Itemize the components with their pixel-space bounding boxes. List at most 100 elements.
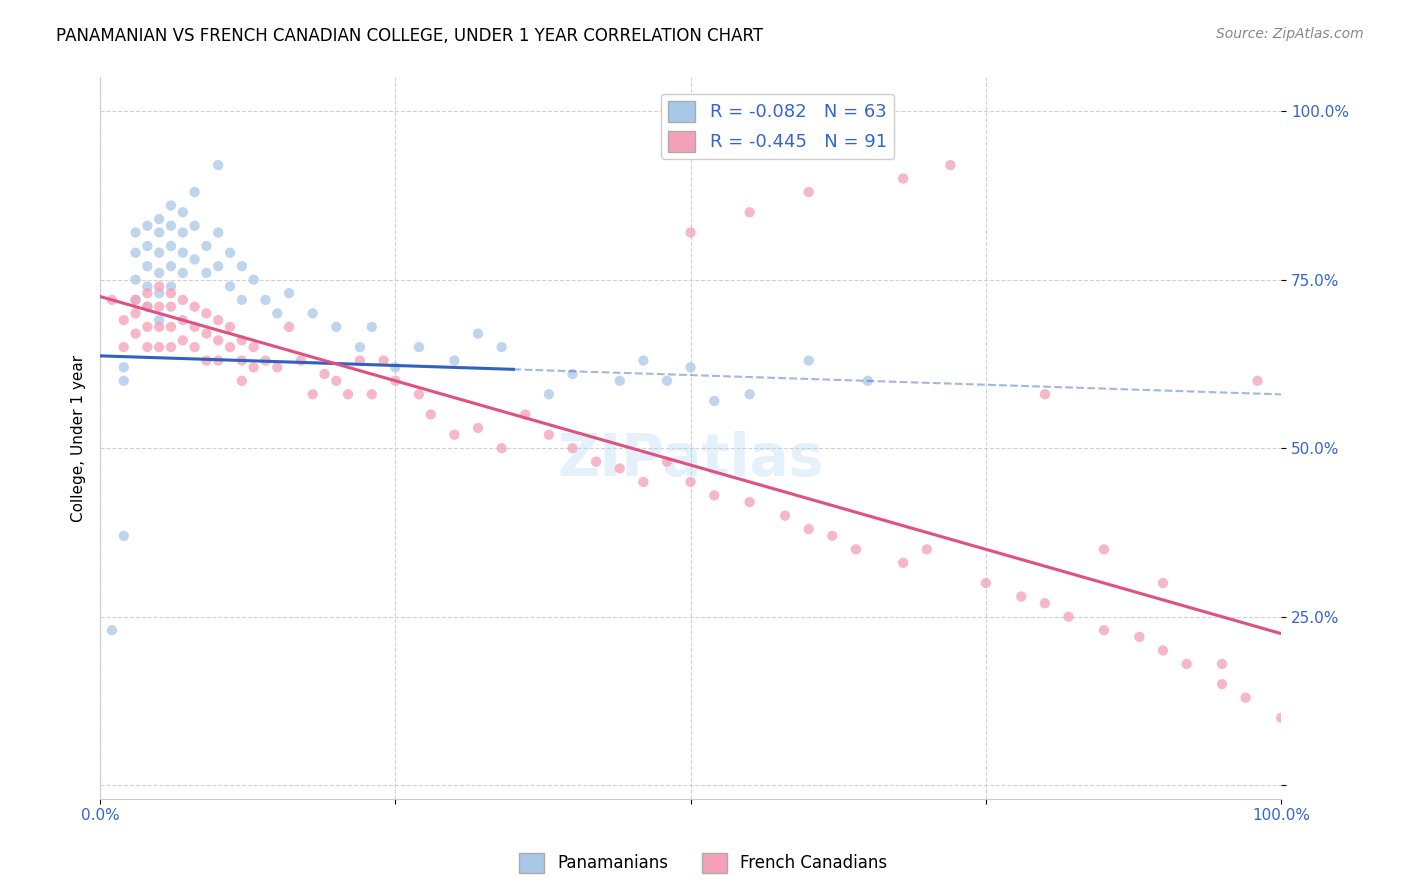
Point (1092, 624, 1115, 638)
Point (373, 353, 395, 368)
Point (136, 239, 159, 253)
Point (1152, 643, 1174, 657)
Point (609, 461, 631, 475)
Point (160, 239, 183, 253)
Point (112, 340, 135, 354)
Point (183, 319, 205, 334)
Point (148, 340, 170, 354)
Point (314, 367, 336, 381)
Point (219, 319, 242, 334)
Point (136, 300, 159, 314)
Point (136, 340, 159, 354)
Point (160, 340, 183, 354)
Point (231, 293, 253, 307)
Point (467, 421, 489, 435)
Point (797, 353, 820, 368)
Point (384, 360, 406, 375)
Point (679, 475, 702, 489)
Point (773, 508, 796, 523)
Point (148, 212, 170, 227)
Point (183, 185, 205, 199)
Point (821, 529, 844, 543)
Point (195, 239, 218, 253)
Point (207, 313, 229, 327)
Point (1234, 690, 1257, 705)
Point (325, 374, 347, 388)
Point (537, 387, 560, 401)
Point (491, 441, 513, 455)
Point (101, 293, 124, 307)
Point (703, 394, 725, 409)
Point (337, 387, 360, 401)
Point (195, 266, 218, 280)
Point (1270, 711, 1292, 725)
Point (160, 219, 183, 233)
Point (856, 374, 879, 388)
Point (491, 340, 513, 354)
Point (467, 326, 489, 341)
Point (148, 313, 170, 327)
Point (655, 374, 678, 388)
Point (112, 529, 135, 543)
Point (290, 353, 312, 368)
Point (561, 367, 583, 381)
Point (301, 306, 323, 320)
Point (349, 340, 371, 354)
Point (360, 319, 382, 334)
Point (515, 408, 537, 422)
Point (172, 245, 194, 260)
Point (112, 313, 135, 327)
Point (183, 340, 205, 354)
Point (172, 293, 194, 307)
Point (207, 353, 229, 368)
Point (124, 326, 146, 341)
Point (1033, 596, 1056, 610)
Point (172, 226, 194, 240)
Point (195, 326, 218, 341)
Point (160, 259, 183, 273)
Point (738, 205, 761, 219)
Point (183, 300, 205, 314)
Point (136, 300, 159, 314)
Point (160, 286, 183, 301)
Point (172, 205, 194, 219)
Point (219, 245, 242, 260)
Point (266, 360, 288, 375)
Point (1010, 590, 1032, 604)
Legend: Panamanians, French Canadians: Panamanians, French Canadians (512, 847, 894, 880)
Point (254, 353, 277, 368)
Point (136, 279, 159, 293)
Point (1246, 374, 1268, 388)
Point (301, 387, 323, 401)
Point (195, 306, 218, 320)
Point (679, 226, 702, 240)
Point (136, 319, 159, 334)
Point (207, 226, 229, 240)
Point (101, 624, 124, 638)
Point (655, 455, 678, 469)
Point (242, 340, 264, 354)
Point (207, 259, 229, 273)
Point (1211, 657, 1233, 671)
Point (561, 441, 583, 455)
Point (124, 293, 146, 307)
Point (160, 279, 183, 293)
Point (148, 286, 170, 301)
Point (172, 334, 194, 348)
Point (891, 171, 914, 186)
Point (738, 387, 761, 401)
Point (891, 556, 914, 570)
Point (633, 353, 655, 368)
Point (419, 408, 441, 422)
Point (609, 374, 631, 388)
Legend: R = -0.082   N = 63, R = -0.445   N = 91: R = -0.082 N = 63, R = -0.445 N = 91 (661, 94, 894, 159)
Point (124, 306, 146, 320)
Point (703, 488, 725, 502)
Text: PANAMANIAN VS FRENCH CANADIAN COLLEGE, UNDER 1 YEAR CORRELATION CHART: PANAMANIAN VS FRENCH CANADIAN COLLEGE, U… (56, 27, 763, 45)
Point (1152, 576, 1174, 591)
Point (148, 226, 170, 240)
Point (1033, 387, 1056, 401)
Point (136, 259, 159, 273)
Point (219, 340, 242, 354)
Point (207, 158, 229, 172)
